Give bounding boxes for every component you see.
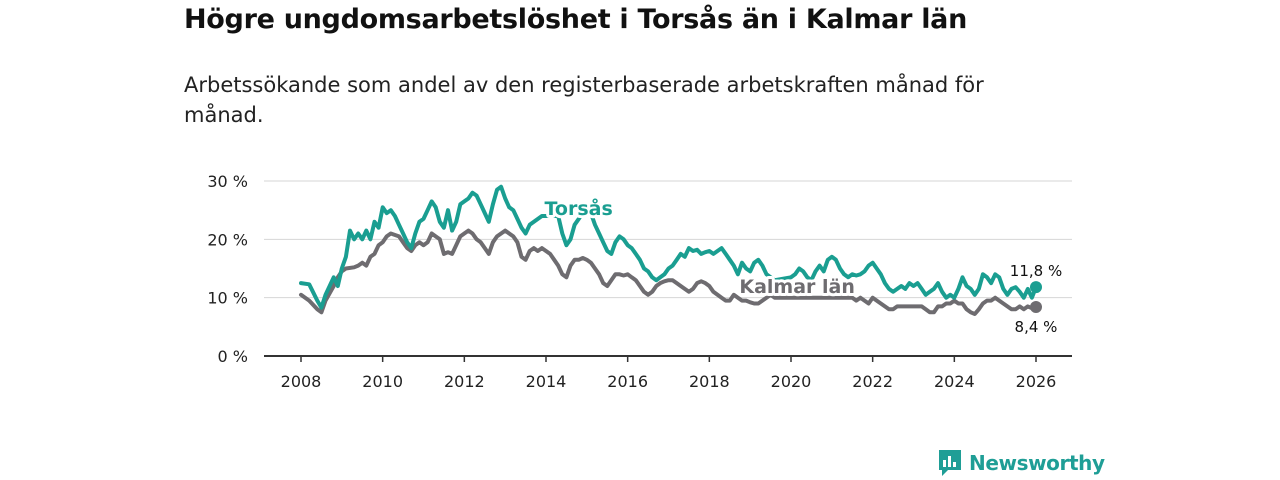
series-line-torsas <box>299 184 1038 310</box>
newsworthy-logo[interactable]: Newsworthy <box>937 448 1105 478</box>
end-marker-kalmar-lan <box>1030 301 1042 313</box>
y-tick-label: 0 % <box>218 347 248 366</box>
x-tick-label: 2018 <box>689 372 730 391</box>
x-tick-label: 2022 <box>852 372 893 391</box>
series-line-kalmar-lan <box>299 228 1038 316</box>
brand-name: Newsworthy <box>969 451 1105 475</box>
x-tick-label: 2026 <box>1016 372 1057 391</box>
y-tick-label: 20 % <box>207 230 248 249</box>
series-label-torsas: Torsås <box>545 196 613 220</box>
y-tick-label: 30 % <box>207 172 248 191</box>
x-tick-label: 2024 <box>934 372 975 391</box>
series-label-kalmar-lan: Kalmar län <box>739 276 855 298</box>
label-layer: Torsås Kalmar län 11,8 % 8,4 % <box>542 193 1065 338</box>
series-layer <box>299 184 1038 316</box>
x-tick-label: 2012 <box>444 372 485 391</box>
x-tick-label: 2014 <box>526 372 567 391</box>
end-label-torsas: 11,8 % <box>1010 262 1062 280</box>
axis-layer: 0 % 10 % 20 % 30 % 2008 2010 2012 2014 2016 2018 2… <box>207 172 1072 391</box>
x-tick-label: 2008 <box>281 372 322 391</box>
newsworthy-logo-icon <box>939 450 961 476</box>
chart-subtitle: Arbetssökande som andel av den registerb… <box>184 73 984 127</box>
x-tick-label: 2010 <box>362 372 403 391</box>
y-tick-label: 10 % <box>207 289 248 308</box>
x-tick-label: 2020 <box>771 372 812 391</box>
end-marker-torsas <box>1030 281 1042 294</box>
end-label-kalmar-lan: 8,4 % <box>1015 318 1058 336</box>
chart-title: Högre ungdomsarbetslöshet i Torsås än i … <box>184 4 967 35</box>
x-tick-label: 2016 <box>607 372 648 391</box>
